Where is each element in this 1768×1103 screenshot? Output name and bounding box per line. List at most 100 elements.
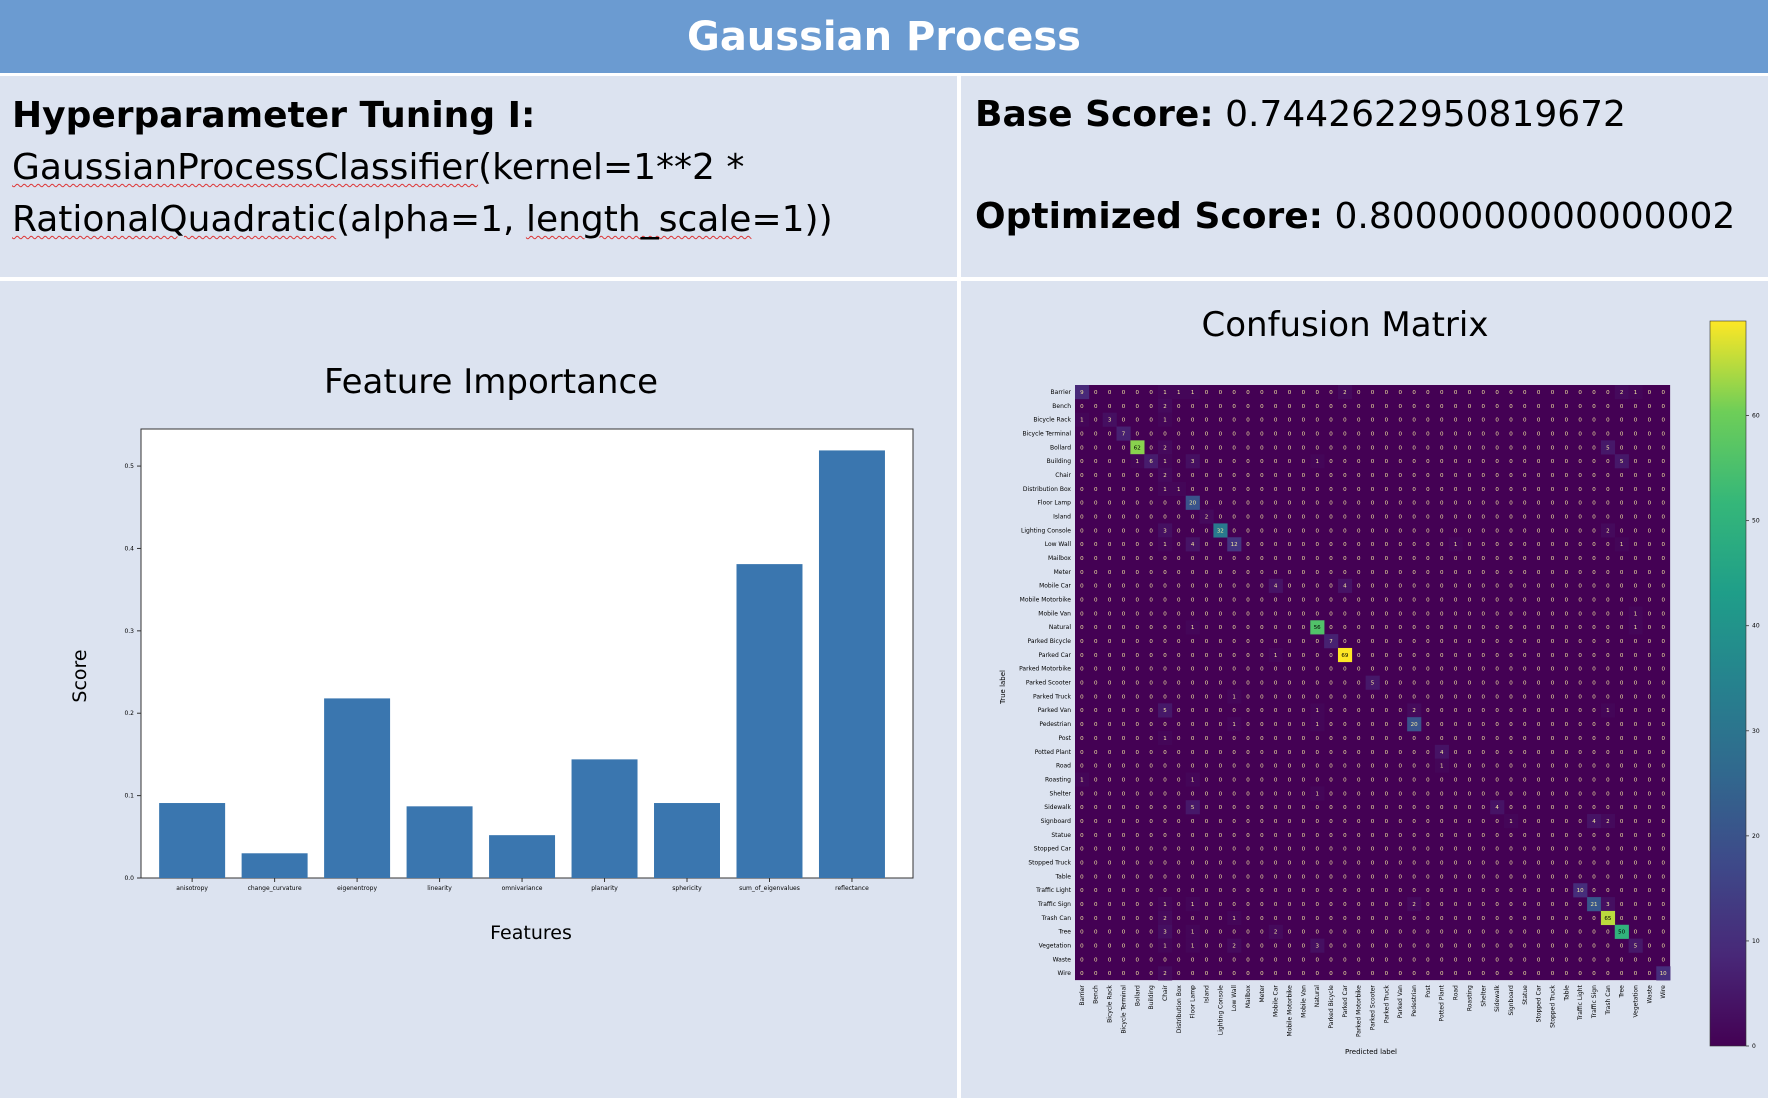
cm-cell-value: 0 (1592, 888, 1596, 894)
cm-cell-value: 0 (1219, 736, 1223, 742)
cm-cell-value: 0 (1315, 916, 1319, 922)
cm-cell-value: 0 (1288, 777, 1292, 783)
cm-cell-value: 0 (1565, 847, 1569, 853)
base-score-value: 0.7442622950819672 (1225, 94, 1626, 135)
cm-cell-value: 0 (1288, 764, 1292, 770)
cm-cell-value: 0 (1495, 944, 1499, 950)
cm-cell-value: 0 (1371, 473, 1375, 479)
cm-cell-value: 0 (1620, 971, 1624, 977)
cm-cell-value: 0 (1634, 847, 1638, 853)
cm-cell-value: 0 (1468, 736, 1472, 742)
cm-cell-value: 0 (1302, 653, 1306, 659)
cm-cell-value: 0 (1606, 777, 1610, 783)
cm-cell-value: 0 (1620, 847, 1624, 853)
cm-cell-value: 0 (1482, 514, 1486, 520)
cm-cell-value: 0 (1122, 777, 1126, 783)
cm-cell-value: 0 (1551, 611, 1555, 617)
cm-cell-value: 0 (1551, 681, 1555, 687)
cm-cell-value: 0 (1398, 667, 1402, 673)
cm-cell-value: 0 (1648, 930, 1652, 936)
cm-cell-value: 0 (1606, 404, 1610, 410)
cm-cell-value: 0 (1661, 570, 1665, 576)
cm-cell-value: 0 (1454, 694, 1458, 700)
cm-cell-value: 0 (1205, 764, 1209, 770)
cm-cell-value: 0 (1620, 736, 1624, 742)
cm-cell-value: 0 (1454, 971, 1458, 977)
cm-cell-value: 0 (1426, 418, 1430, 424)
cm-cell (1158, 703, 1173, 718)
cm-cell-value: 0 (1232, 888, 1236, 894)
cm-cell-value: 0 (1177, 750, 1181, 756)
cm-cell-value: 0 (1343, 556, 1347, 562)
cm-cell-value: 0 (1440, 584, 1444, 590)
cm-cell-value: 0 (1412, 860, 1416, 866)
cm-cell-value: 0 (1094, 625, 1098, 631)
cm-cell-value: 0 (1080, 625, 1084, 631)
cm-cell-value: 0 (1412, 667, 1416, 673)
cm-cell-value: 0 (1523, 639, 1527, 645)
cm-cell-value: 0 (1343, 833, 1347, 839)
cm-cell-value: 0 (1620, 944, 1624, 950)
cm-cell-value: 0 (1246, 556, 1250, 562)
cm-cell-value: 0 (1122, 902, 1126, 908)
cm-cell-value: 0 (1232, 736, 1236, 742)
cm-cell-value: 0 (1661, 487, 1665, 493)
cm-cell-value: 0 (1205, 473, 1209, 479)
cm-cell-value: 0 (1371, 847, 1375, 853)
cm-y-tick-label: Wire (1058, 970, 1072, 977)
cm-cell-value: 0 (1578, 764, 1582, 770)
cm-cell-value: 0 (1606, 487, 1610, 493)
cm-cell-value: 0 (1551, 791, 1555, 797)
cm-x-axis-label: Predicted label (1345, 1048, 1397, 1056)
cm-cell-value: 0 (1371, 431, 1375, 437)
cm-x-tick-label: Tree (1619, 985, 1626, 999)
cm-cell-value: 0 (1565, 971, 1569, 977)
cm-cell-value: 0 (1122, 487, 1126, 493)
cm-cell-value: 0 (1357, 556, 1361, 562)
cm-cell-value: 0 (1482, 847, 1486, 853)
cm-cell-value: 0 (1523, 431, 1527, 437)
cm-cell-value: 0 (1634, 791, 1638, 797)
cm-cell-value: 0 (1094, 874, 1098, 880)
cm-cell (1213, 523, 1228, 538)
cm-cell-value: 0 (1620, 598, 1624, 604)
cm-cell-value: 0 (1315, 528, 1319, 534)
cm-cell-value: 0 (1329, 930, 1333, 936)
cm-cell-value: 0 (1565, 791, 1569, 797)
cm-y-tick-label: Parked Scooter (1026, 680, 1072, 687)
cm-cell-value: 0 (1343, 722, 1347, 728)
cm-cell-value: 0 (1177, 418, 1181, 424)
cm-cell-value: 0 (1440, 418, 1444, 424)
cm-cell-value: 0 (1219, 847, 1223, 853)
cm-cell-value: 0 (1357, 764, 1361, 770)
cm-cell-value: 0 (1468, 750, 1472, 756)
cm-cell-value: 0 (1551, 736, 1555, 742)
cm-cell-value: 0 (1565, 750, 1569, 756)
slide-title-bar: Gaussian Process (0, 0, 1768, 73)
cm-cell-value: 0 (1219, 639, 1223, 645)
cm-cell-value: 0 (1191, 404, 1195, 410)
cm-cell-value: 0 (1315, 473, 1319, 479)
cm-cell-value: 0 (1661, 639, 1665, 645)
cm-cell-value: 0 (1578, 819, 1582, 825)
cm-cell-value: 0 (1661, 722, 1665, 728)
cm-cell (1158, 924, 1173, 939)
cm-cell-value: 0 (1495, 833, 1499, 839)
cm-cell-value: 0 (1288, 653, 1292, 659)
cm-cell-value: 0 (1468, 404, 1472, 410)
cm-cell-value: 0 (1288, 667, 1292, 673)
cm-cell-value: 0 (1509, 694, 1513, 700)
cm-cell-value: 0 (1357, 750, 1361, 756)
cm-cell-value: 0 (1232, 390, 1236, 396)
cm-cell-value: 0 (1537, 930, 1541, 936)
cm-cell-value: 0 (1454, 445, 1458, 451)
cm-cell-value: 0 (1565, 681, 1569, 687)
cm-cell-value: 0 (1315, 971, 1319, 977)
cm-cell-value: 0 (1080, 971, 1084, 977)
cm-cell-value: 0 (1080, 930, 1084, 936)
cm-cell-value: 0 (1371, 528, 1375, 534)
fi-bars (159, 450, 885, 878)
cm-cell-value: 0 (1426, 667, 1430, 673)
cm-cell-value: 0 (1177, 556, 1181, 562)
cm-cell-value: 0 (1565, 501, 1569, 507)
